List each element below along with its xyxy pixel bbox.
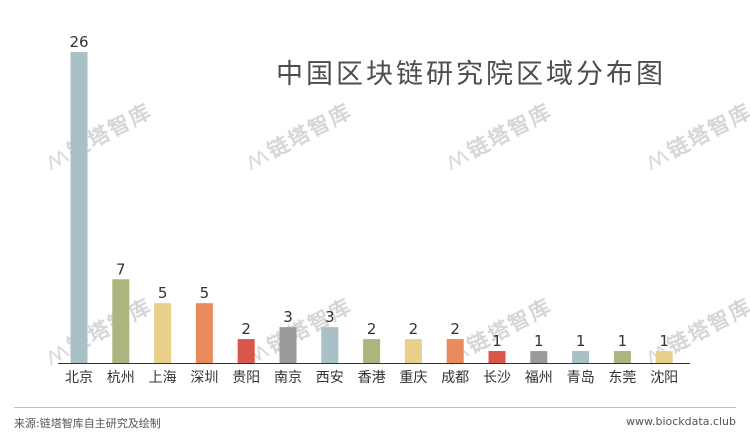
bar-value-label-9: 2 (450, 320, 460, 338)
x-tick-label-14: 沈阳 (650, 370, 678, 386)
x-tick-label-8: 重庆 (399, 370, 427, 386)
bar-8 (404, 339, 422, 363)
x-tick-label-0: 北京 (65, 370, 93, 386)
bar-value-label-8: 2 (409, 320, 419, 338)
bar-value-label-4: 2 (241, 320, 251, 338)
bar-9 (446, 339, 464, 363)
bar-value-label-14: 1 (659, 332, 669, 350)
footer-url[interactable]: www.biockdata.club (626, 415, 736, 428)
x-tick-label-3: 深圳 (190, 370, 218, 386)
bar-value-label-11: 1 (534, 332, 544, 350)
x-tick-label-12: 青岛 (567, 370, 595, 386)
bar-5 (279, 327, 297, 363)
bar-value-label-0: 26 (69, 33, 88, 51)
footer-source: 来源:链塔智库自主研究及绘制 (14, 417, 161, 430)
x-tick-label-1: 杭州 (107, 370, 135, 386)
bar-12 (572, 351, 590, 363)
bar-value-label-13: 1 (618, 332, 628, 350)
x-tick-label-4: 贵阳 (232, 370, 260, 386)
bar-value-label-1: 7 (116, 260, 126, 278)
footer-divider (14, 407, 736, 408)
bar-3 (195, 303, 213, 363)
x-tick-label-7: 香港 (358, 370, 386, 386)
x-tick-label-13: 东莞 (608, 370, 636, 386)
x-tick-label-2: 上海 (149, 370, 177, 386)
bar-value-label-2: 5 (158, 284, 168, 302)
bar-value-label-12: 1 (576, 332, 586, 350)
bar-11 (530, 351, 548, 363)
bar-0 (70, 52, 88, 363)
chart-title: 中国区块链研究院区域分布图 (276, 59, 666, 90)
x-tick-label-9: 成都 (441, 370, 469, 386)
x-tick-label-6: 西安 (316, 370, 344, 386)
bar-1 (112, 279, 130, 363)
bar-13 (613, 351, 631, 363)
bar-6 (321, 327, 339, 363)
bar-14 (655, 351, 673, 363)
bar-value-label-6: 3 (325, 308, 335, 326)
bar-value-label-3: 5 (200, 284, 210, 302)
x-tick-label-11: 福州 (525, 370, 553, 386)
bar-value-label-5: 3 (283, 308, 293, 326)
bars-group: 26 北京 7 杭州 5 上海 5 深圳 2 贵阳 3 南京 3 西安 2 香港 2 重庆 2 成都 1 长沙 1 福州 1 青岛… (65, 33, 678, 386)
x-tick-label-5: 南京 (274, 370, 302, 386)
bar-2 (154, 303, 172, 363)
bar-value-label-7: 2 (367, 320, 377, 338)
bar-4 (237, 339, 255, 363)
x-tick-label-10: 长沙 (483, 370, 511, 386)
bar-7 (363, 339, 381, 363)
bar-10 (488, 351, 506, 363)
bar-value-label-10: 1 (492, 332, 502, 350)
